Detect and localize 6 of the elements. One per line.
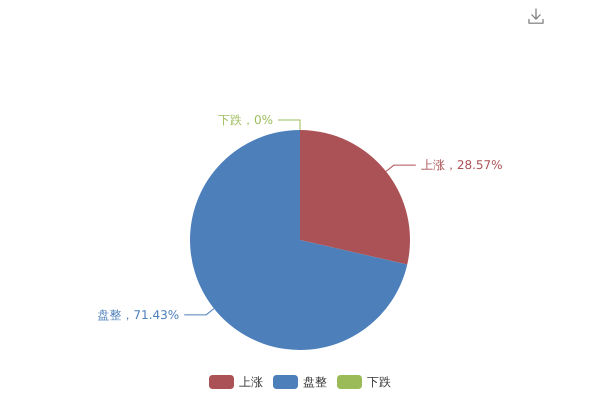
legend-label: 上涨 <box>239 375 263 389</box>
legend-label: 盘整 <box>303 375 327 389</box>
legend-label: 下跌 <box>367 375 391 389</box>
data-label: 上涨，28.57% <box>420 158 503 172</box>
data-label: 盘整，71.43% <box>97 308 180 322</box>
text: 下跌，0% <box>218 113 274 127</box>
